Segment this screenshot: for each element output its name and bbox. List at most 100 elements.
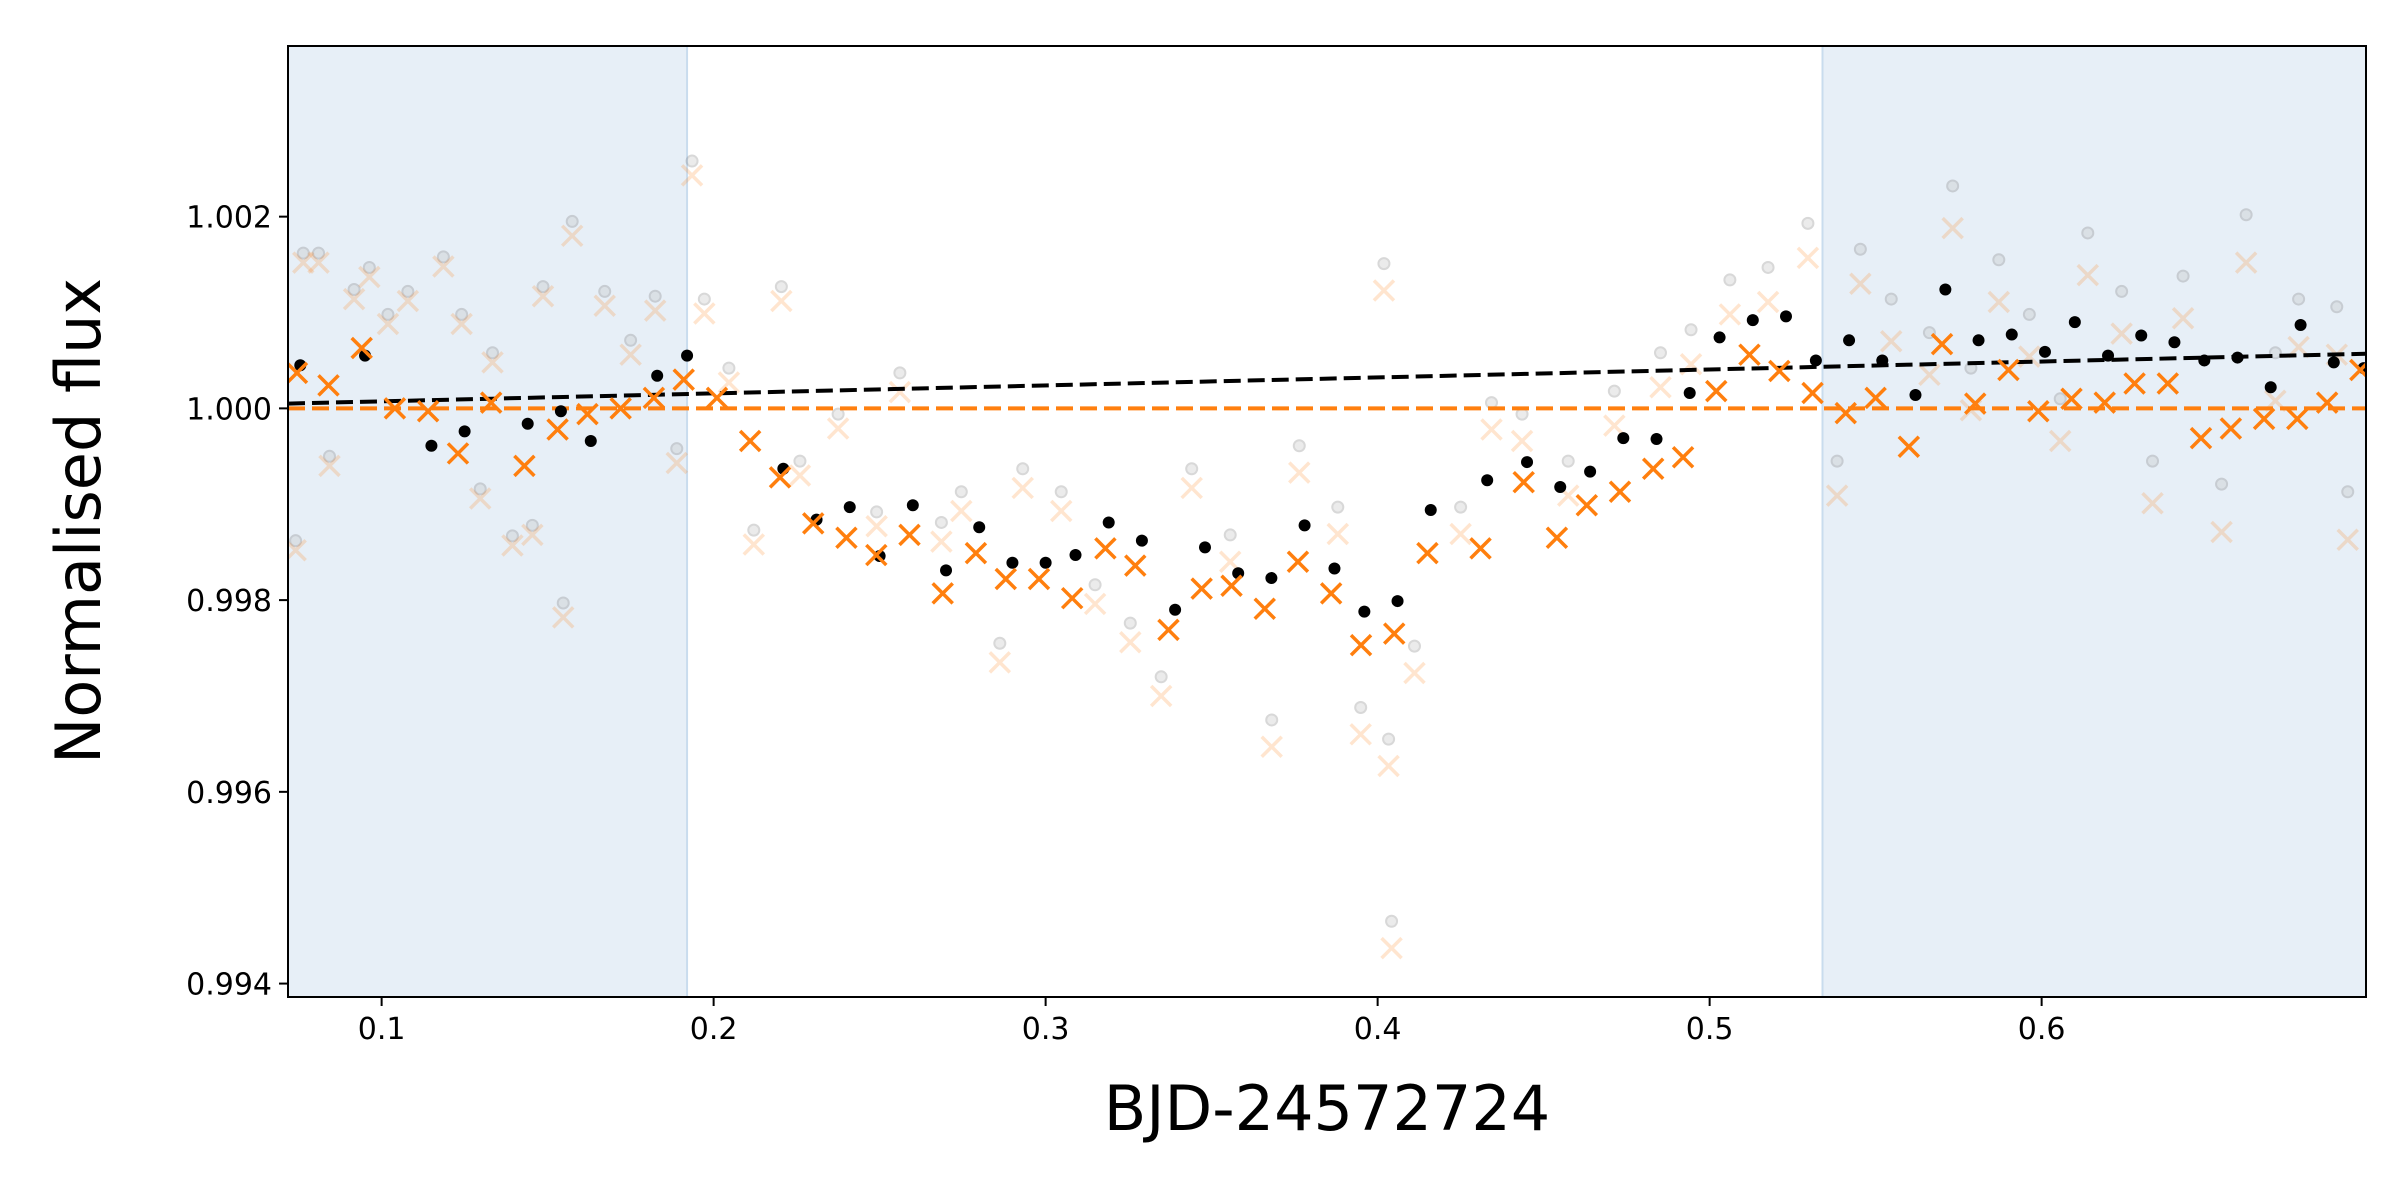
- point: [455, 307, 469, 321]
- point: [670, 442, 684, 456]
- x-marker: [1897, 435, 1921, 458]
- x-marker: [693, 302, 716, 325]
- point: [1561, 454, 1575, 468]
- x-marker: [342, 287, 366, 311]
- point: [1328, 562, 1341, 575]
- x-marker: [619, 343, 642, 366]
- x-marker: [738, 429, 762, 453]
- x-marker: [1149, 684, 1173, 708]
- x-marker: [1718, 303, 1742, 326]
- point: [1185, 462, 1199, 476]
- point: [1884, 292, 1898, 306]
- x-marker: [1449, 522, 1472, 546]
- y-tick-label: 1.002: [186, 201, 272, 236]
- shaded-span: [1821, 46, 2366, 997]
- point: [1650, 433, 1663, 446]
- point: [1069, 549, 1082, 562]
- x-marker: [1380, 936, 1403, 960]
- point: [685, 154, 699, 168]
- point: [1385, 914, 1399, 928]
- point: [954, 485, 968, 499]
- x-marker: [2219, 417, 2243, 440]
- point: [556, 596, 570, 610]
- y-tick-label: 0.994: [186, 968, 272, 1003]
- x-marker: [2141, 492, 2164, 515]
- x-marker: [1512, 470, 1535, 494]
- x-marker: [835, 526, 858, 550]
- x-marker: [1377, 754, 1400, 778]
- point: [1779, 310, 1792, 323]
- point: [1481, 474, 1494, 487]
- point: [1843, 334, 1856, 347]
- point: [1946, 179, 1960, 193]
- point: [651, 369, 664, 382]
- x-marker: [2156, 372, 2180, 395]
- point: [2135, 329, 2148, 342]
- x-marker: [1326, 522, 1350, 546]
- x-marker: [2252, 407, 2276, 431]
- x-marker: [1930, 332, 1954, 356]
- point: [1909, 388, 1922, 401]
- point: [1331, 500, 1345, 514]
- point: [1265, 713, 1279, 727]
- x-marker: [2048, 429, 2072, 453]
- point: [2053, 392, 2067, 406]
- x-marker: [1260, 735, 1283, 759]
- point: [2330, 300, 2344, 314]
- x-marker: [801, 512, 825, 535]
- plot-area: [288, 46, 2366, 997]
- point: [1123, 616, 1137, 630]
- x-marker: [376, 312, 400, 336]
- x-marker: [930, 530, 953, 553]
- x-marker: [742, 533, 766, 556]
- point: [831, 407, 845, 421]
- point: [681, 349, 694, 362]
- point: [2115, 284, 2129, 298]
- x-marker: [560, 224, 584, 248]
- point: [1554, 480, 1567, 493]
- x-marker: [317, 374, 340, 397]
- x-tick-label: 0.2: [690, 1012, 738, 1047]
- x-tick-label: 0.3: [1022, 1012, 1070, 1047]
- point: [993, 636, 1007, 650]
- point: [436, 250, 450, 264]
- x-marker: [1083, 592, 1107, 616]
- x-marker: [1738, 343, 1761, 366]
- trend-line: [288, 351, 2366, 406]
- point: [1424, 503, 1437, 516]
- point: [296, 246, 310, 260]
- point: [1617, 432, 1630, 445]
- x-marker: [2027, 400, 2050, 423]
- x-marker: [609, 397, 632, 420]
- x-marker: [1049, 499, 1073, 523]
- x-marker: [964, 541, 988, 565]
- x-marker: [468, 487, 492, 510]
- x-axis-label: BJD-24572724: [1104, 1072, 1551, 1145]
- x-marker: [717, 371, 741, 394]
- x-marker: [994, 567, 1018, 591]
- point: [1653, 346, 1667, 360]
- x-marker: [988, 651, 1012, 674]
- point: [774, 280, 788, 294]
- point: [1039, 556, 1052, 569]
- x-marker: [1382, 622, 1406, 645]
- x-tick-label: 0.4: [1354, 1012, 1402, 1047]
- point: [1876, 354, 1889, 367]
- point: [2038, 345, 2051, 358]
- point: [2146, 454, 2160, 468]
- point: [2176, 269, 2190, 283]
- point: [2264, 381, 2277, 394]
- x-marker: [1011, 476, 1034, 500]
- point: [1684, 323, 1698, 337]
- x-marker: [1918, 363, 1941, 387]
- x-marker: [665, 451, 689, 475]
- point: [2005, 328, 2018, 341]
- point: [1265, 572, 1278, 585]
- y-tick-label: 1.000: [186, 392, 272, 427]
- x-marker: [1608, 480, 1632, 504]
- point: [1713, 331, 1726, 344]
- x-marker: [501, 534, 524, 557]
- shaded-span: [288, 46, 689, 997]
- point: [1154, 670, 1168, 684]
